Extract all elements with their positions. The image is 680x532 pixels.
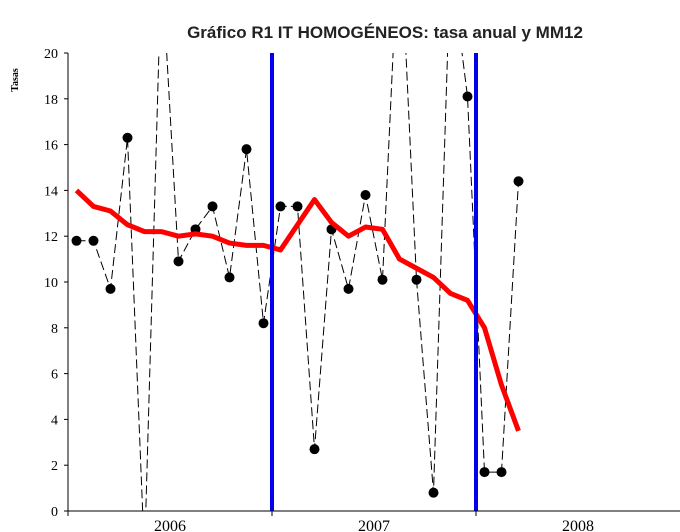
y-tick-label: 12 bbox=[44, 230, 58, 245]
x-tick-label: 2008 bbox=[562, 518, 594, 532]
data-point bbox=[411, 274, 422, 285]
data-point bbox=[173, 256, 184, 267]
data-point bbox=[343, 283, 354, 294]
data-line bbox=[76, 53, 519, 511]
y-tick-label: 18 bbox=[44, 93, 58, 108]
data-point bbox=[224, 272, 235, 283]
y-tick-label: 4 bbox=[51, 413, 58, 428]
y-tick-label: 8 bbox=[51, 322, 58, 337]
data-point bbox=[88, 235, 99, 246]
data-point bbox=[275, 201, 286, 212]
data-point bbox=[241, 144, 252, 155]
data-point bbox=[496, 467, 507, 478]
data-point bbox=[513, 176, 524, 187]
y-axis-label: Tasas bbox=[10, 68, 21, 92]
plot-area bbox=[71, 53, 524, 511]
data-point bbox=[428, 487, 439, 498]
data-point bbox=[207, 201, 218, 212]
data-point bbox=[360, 189, 371, 200]
data-point bbox=[292, 201, 303, 212]
y-tick-label: 2 bbox=[51, 459, 58, 474]
y-tick-label: 16 bbox=[44, 139, 58, 154]
data-point bbox=[122, 132, 133, 143]
y-tick-label: 20 bbox=[44, 47, 58, 62]
y-tick-label: 6 bbox=[51, 368, 58, 383]
y-tick-label: 10 bbox=[44, 276, 58, 291]
data-point bbox=[258, 318, 269, 329]
data-point bbox=[71, 235, 82, 246]
x-tick-label: 2007 bbox=[358, 518, 390, 532]
data-point bbox=[462, 91, 473, 102]
data-point bbox=[377, 274, 388, 285]
data-point bbox=[105, 283, 116, 294]
moving-average-line bbox=[74, 188, 521, 432]
data-point bbox=[479, 467, 490, 478]
chart-title: Gráfico R1 IT HOMOGÉNEOS: tasa anual y M… bbox=[187, 23, 583, 42]
x-tick-label: 2006 bbox=[154, 518, 186, 532]
y-tick-label: 0 bbox=[51, 505, 58, 520]
data-point bbox=[309, 444, 320, 455]
y-tick-label: 14 bbox=[44, 184, 58, 199]
